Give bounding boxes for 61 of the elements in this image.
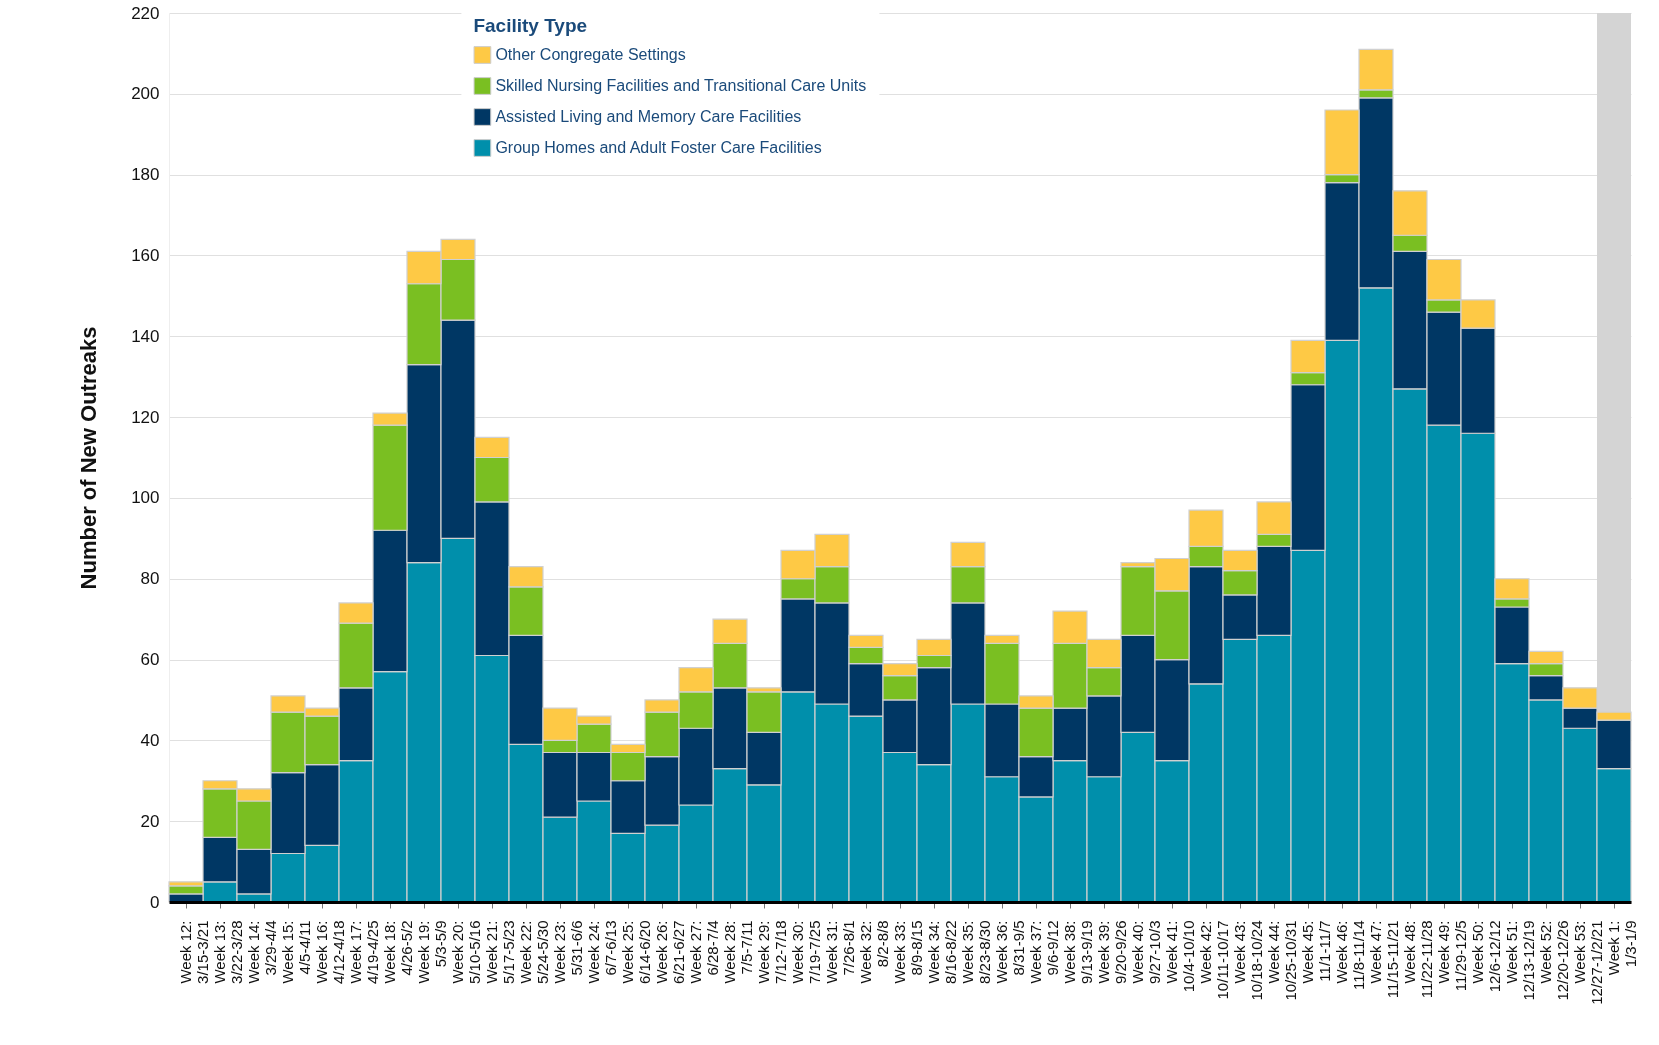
x-tick-label: Week 27: 6/28-7/4 [687,920,721,984]
x-tick-label: Week 53: 12/27-1/2/21 [1571,920,1605,1005]
y-tick-label: 220 [131,3,160,23]
x-tick-label: Week 1: 1/3-1/9 [1605,920,1639,976]
x-tick-label: Week 43: 10/18-10/24 [1231,920,1265,1001]
x-tick-label: Week 47: 11/15-11/21 [1367,920,1401,999]
x-tick-label: Week 40: 9/27-10/3 [1129,920,1163,984]
x-tick-label: Week 38: 9/13-9/19 [1061,920,1095,984]
x-tick-label: Week 25: 6/14-6/20 [619,920,653,984]
x-tick-label: Week 30: 7/19-7/25 [789,920,823,984]
x-tick-label: Week 14: 3/29-4/4 [245,920,279,984]
x-tick-label: Week 18: 4/26-5/2 [381,920,415,984]
x-tick-label: Week 51: 12/13-12/19 [1503,920,1537,1001]
x-tick-label: Week 50: 12/6-12/12 [1469,920,1503,993]
x-tick-label: Week 44: 10/25-10/31 [1265,920,1299,1001]
x-tick-label: Week 41: 10/4-10/10 [1163,920,1197,993]
y-tick-label: 200 [131,84,160,104]
x-tick-label: Week 19: 5/3-5/9 [415,920,449,984]
x-tick-label: Week 39: 9/20-9/26 [1095,920,1129,984]
y-tick-label: 20 [140,811,160,831]
y-tick-label: 120 [131,407,160,427]
x-tick-label: Week 22: 5/24-5/30 [517,920,551,984]
legend-label: Other Congregate Settings [495,46,686,63]
y-tick-label: 40 [140,730,160,750]
x-tick-label: Week 32: 8/2-8/8 [857,920,891,984]
legend-label: Group Homes and Adult Foster Care Facilities [495,139,822,156]
legend-label: Skilled Nursing Facilities and Transitional Care Units [495,77,867,94]
x-tick-label: Week 16: 4/12-4/18 [313,920,347,984]
legend-title: Facility Type [473,15,588,36]
x-tick-label: Week 23: 5/31-6/6 [551,920,585,984]
x-tick-label: Week 45: 11/1-11/7 [1299,920,1333,984]
x-tick-label: Week 24: 6/7-6/13 [585,920,619,984]
x-tick-label: Week 29: 7/12-7/18 [755,920,789,984]
x-tick-label: Week 33: 8/9-8/15 [891,920,925,984]
x-tick-label: Week 20: 5/10-5/16 [449,920,483,984]
x-tick-label: Week 36: 8/31-9/5 [993,920,1027,984]
y-tick-label: 160 [131,245,160,265]
x-tick-label: Week 15: 4/5-4/11 [279,920,313,984]
x-tick-label: Week 17: 4/19-4/25 [347,920,381,984]
x-tick-label: Week 28: 7/5-7/11 [721,920,755,984]
y-axis-title: Number of New Outreaks [76,326,102,590]
x-tick-label: Week 13: 3/22-3/28 [211,920,245,984]
x-tick-label: Week 52: 12/20-12/26 [1537,920,1571,1001]
x-tick-label: Week 42: 10/11-10/17 [1197,920,1231,1000]
x-tick-label: Week 49: 11/29-12/5 [1435,920,1469,992]
x-tick-label: Week 46: 11/8-11/14 [1333,920,1367,990]
x-tick-label: Week 37: 9/6-9/12 [1027,920,1061,984]
y-tick-label: 0 [150,892,160,912]
y-tick-label: 80 [140,569,160,589]
y-tick-label: 100 [131,488,160,508]
x-tick-label: Week 34: 8/16-8/22 [925,920,959,984]
legend-label: Assisted Living and Memory Care Facilities [495,108,802,125]
x-tick-label: Week 48: 11/22-11/28 [1401,920,1435,999]
x-tick-label: Week 21: 5/17-5/23 [483,920,517,984]
x-tick-label: Week 12: 3/15-3/21 [177,920,211,984]
x-tick-label: Week 26: 6/21-6/27 [653,920,687,984]
y-tick-label: 140 [131,326,160,346]
y-tick-label: 60 [140,650,160,670]
y-tick-label: 180 [131,165,160,185]
x-tick-label: Week 35: 8/23-8/30 [959,920,993,984]
x-tick-label: Week 31: 7/26-8/1 [823,920,857,984]
